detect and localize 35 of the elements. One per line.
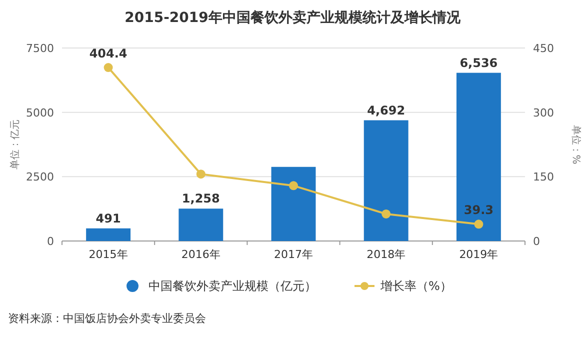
legend-label: 中国餐饮外卖产业规模（亿元） [148,279,316,293]
y-tick-label: 5000 [26,106,54,120]
y-axis-title: 单位：亿元 [9,120,21,170]
data-label: 1,258 [182,192,220,206]
data-label: 491 [96,211,121,226]
x-tick-label: 2017年 [274,248,313,261]
point [474,220,484,229]
y2-tick-label: 300 [533,106,554,120]
x-tick-label: 2019年 [459,248,498,261]
point [196,170,206,179]
data-label: 39.3 [464,203,494,218]
y-tick-label: 2500 [26,170,54,184]
data-label: 404.4 [89,46,128,61]
text: 资料来源：中国饭店协会外卖专业委员会 [8,312,206,325]
y2-tick-label: 450 [533,42,554,55]
y-tick-label: 0 [47,235,54,248]
bar [271,166,316,241]
legend-label: 增长率（%） [380,279,452,293]
y2-axis-title: 单位：% [570,124,582,164]
data-label: 4,692 [367,103,406,118]
data-label: 6,536 [460,56,498,70]
x-tick-label: 2018年 [366,248,406,261]
y2-tick-label: 0 [533,235,540,248]
y2-tick-label: 150 [533,170,554,184]
point [289,181,298,190]
bar [456,72,501,241]
chart-title: 2015-2019年中国餐饮外卖产业规模统计及增长情况 [124,9,462,26]
bar [364,120,408,241]
bar [178,208,224,241]
point [104,63,113,72]
y-tick-label: 7500 [26,42,54,55]
point [382,209,391,218]
bar [86,228,131,241]
x-tick-label: 2016年 [181,248,220,261]
x-tick-label: 2015年 [88,248,128,261]
